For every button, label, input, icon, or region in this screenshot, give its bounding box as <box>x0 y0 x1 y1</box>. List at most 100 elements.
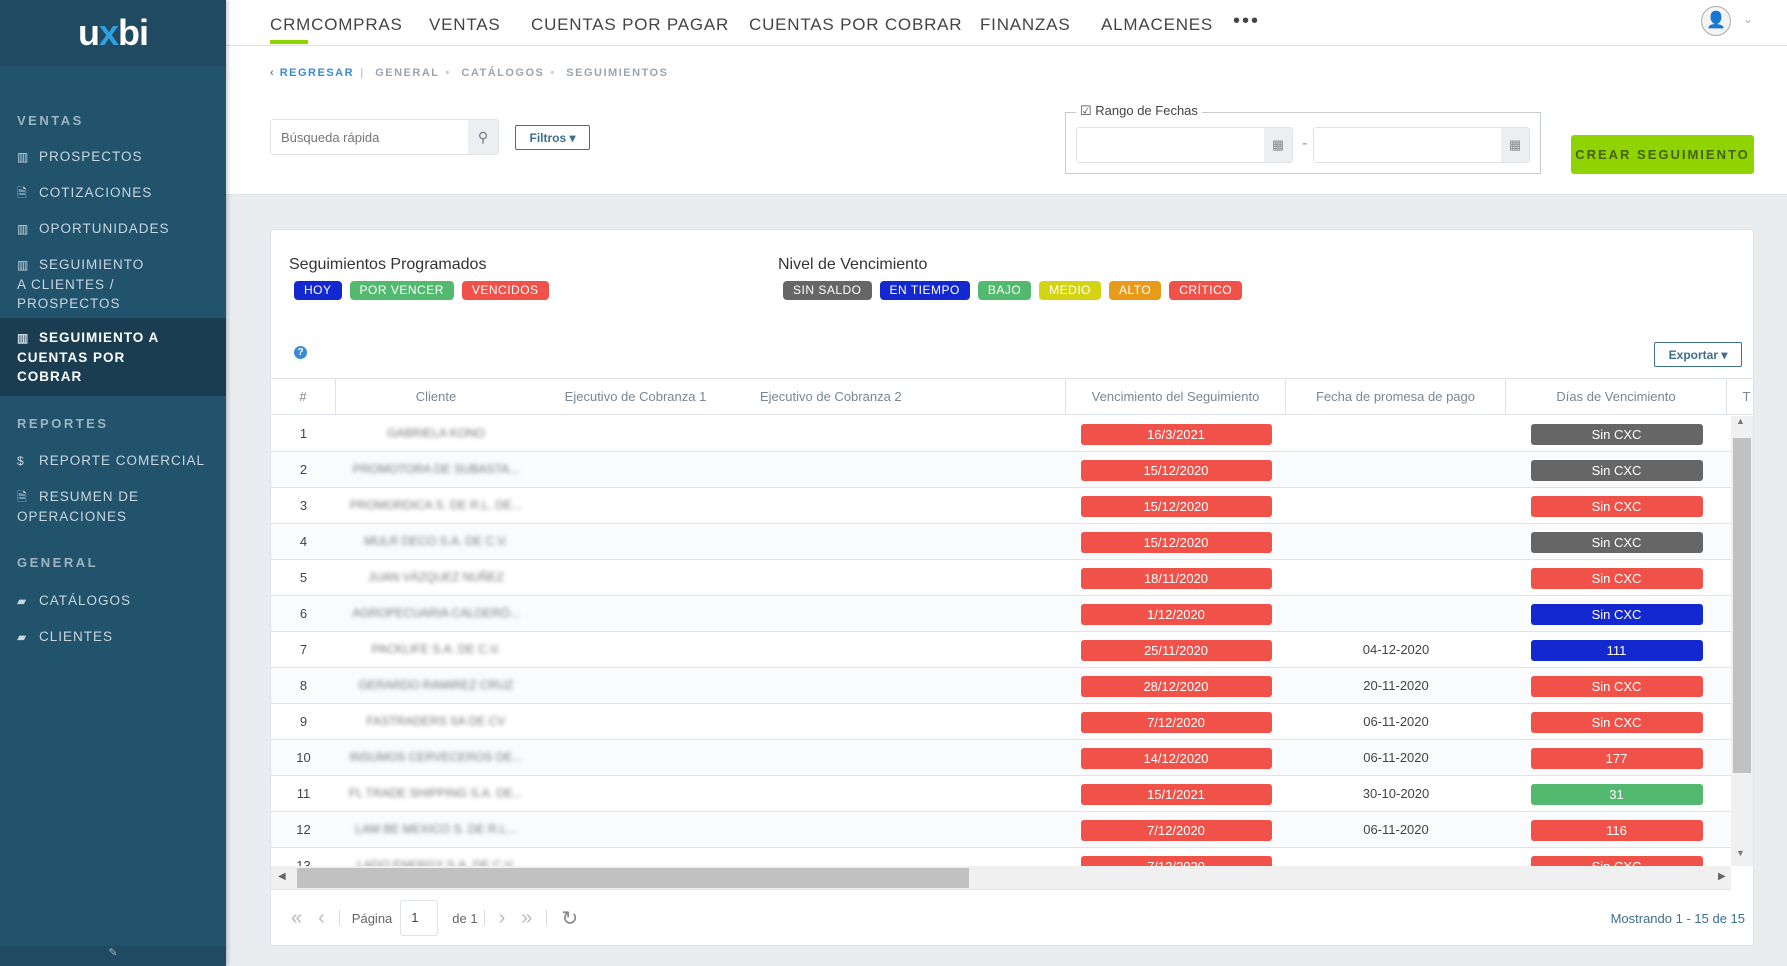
cell-dias: 111 <box>1506 632 1727 667</box>
table-row[interactable]: 9 FASTRADERS SA DE CV 7/12/2020 06-11-2020 S… <box>271 704 1731 740</box>
table-row[interactable]: 7 PACKLIFE S.A. DE C.V. 25/11/2020 04-12-20… <box>271 632 1731 668</box>
cell-ej1 <box>536 524 735 559</box>
cell-n: 5 <box>299 570 308 585</box>
legend-badge: POR VENCER <box>349 281 454 300</box>
dollar-icon: $ <box>17 454 25 468</box>
sidebar-item[interactable]: ▥ OPORTUNIDADES <box>17 219 216 239</box>
user-avatar[interactable]: 👤 <box>1701 6 1731 36</box>
sidebar-item-label: COTIZACIONES <box>39 185 153 200</box>
date-from-input[interactable]: ▦ <box>1076 127 1293 163</box>
cell-dias: Sin CXC <box>1506 668 1727 703</box>
cell-n: 7 <box>299 642 308 657</box>
first-page-button[interactable]: « <box>291 906 303 929</box>
date-to-input[interactable]: ▦ <box>1313 127 1530 163</box>
sidebar-item[interactable]: ▥ SEGUIMIENTO A CUENTAS POR COBRAR <box>0 318 226 396</box>
breadcrumb-general[interactable]: GENERAL <box>375 67 440 79</box>
search-input[interactable] <box>271 120 468 154</box>
collapse-sidebar-button[interactable]: ✎ <box>0 946 226 966</box>
export-button[interactable]: Exportar ▾ <box>1654 342 1742 367</box>
next-page-button[interactable]: › <box>498 906 506 929</box>
topnav-item[interactable]: CUENTAS POR COBRAR <box>749 15 963 34</box>
date-separator: - <box>1302 135 1308 152</box>
calendar-icon[interactable]: ▦ <box>1501 128 1529 162</box>
cell-venc: 15/12/2020 <box>1066 524 1286 559</box>
column-header[interactable]: Cliente <box>415 389 457 404</box>
cell-cliente: MULR DECO S.A. DE C.V. <box>364 534 508 548</box>
cell-ej1 <box>536 416 735 451</box>
cell-ej2 <box>735 848 1066 866</box>
cell-dias: Sin CXC <box>1506 704 1727 739</box>
table-row[interactable]: 11 FL TRADE SHIPPING S.A. DE... 15/1/2021 3… <box>271 776 1731 812</box>
breadcrumb-catalogos[interactable]: CATÁLOGOS <box>461 67 545 79</box>
cell-dias: Sin CXC <box>1506 416 1727 451</box>
date-range-checkbox[interactable]: ☑ <box>1080 103 1092 118</box>
topnav-item[interactable]: FINANZAS <box>980 15 1071 34</box>
sidebar-item[interactable]: ▰ CLIENTES <box>17 627 216 647</box>
sidebar-item[interactable]: ▥ PROSPECTOS <box>17 147 216 167</box>
cell-cliente: JUAN VÁZQUEZ NUÑEZ <box>367 570 504 584</box>
topnav-item[interactable]: CRMCOMPRAS <box>270 15 403 44</box>
scheduled-legend-title: Seguimientos Programados <box>289 256 487 273</box>
topnav-item[interactable]: ••• <box>1233 10 1261 32</box>
calendar-icon[interactable]: ▦ <box>1264 128 1292 162</box>
days-overdue-pill: Sin CXC <box>1530 604 1703 626</box>
table-row[interactable]: 4 MULR DECO S.A. DE C.V. 15/12/2020 Sin CXC <box>271 524 1731 560</box>
refresh-icon[interactable]: ↻ <box>561 907 579 930</box>
column-header[interactable]: Ejecutivo de Cobranza 2 <box>735 379 1066 414</box>
column-header[interactable]: Días de Vencimiento <box>1506 379 1727 414</box>
page-input[interactable]: 1 <box>400 900 439 936</box>
due-date-pill: 15/12/2020 <box>1080 496 1272 518</box>
cell-ej2 <box>735 632 1066 667</box>
table-row[interactable]: 5 JUAN VÁZQUEZ NUÑEZ 18/11/2020 Sin CXC <box>271 560 1731 596</box>
sidebar-item[interactable]: 🗎 COTIZACIONES <box>17 183 216 203</box>
table-row[interactable]: 13 LADO ENERGY S.A. DE C.V. 7/12/2020 Sin C… <box>271 848 1731 866</box>
date-range-fieldset: ☑ Rango de Fechas ▦ - ▦ <box>1065 103 1541 174</box>
topnav-item[interactable]: CUENTAS POR PAGAR <box>531 15 730 34</box>
prev-page-button[interactable]: ‹ <box>318 906 325 929</box>
sidebar-item[interactable]: $ REPORTE COMERCIAL <box>17 451 216 471</box>
table-row[interactable]: 8 GERARDO RAMIREZ CRUZ 28/12/2020 20-11-202… <box>271 668 1731 704</box>
due-date-pill: 28/12/2020 <box>1080 676 1272 698</box>
cell-n: 3 <box>299 498 308 513</box>
bar-chart-icon: ▥ <box>17 150 30 164</box>
horizontal-scrollbar[interactable]: ◀ ▶ <box>271 866 1731 890</box>
topnav-item[interactable]: VENTAS <box>429 15 501 34</box>
column-header[interactable]: Vencimiento del Seguimiento <box>1066 379 1286 414</box>
table-row[interactable]: 3 PROMORDICA S. DE R.L. DE... 15/12/2020 Si… <box>271 488 1731 524</box>
legend-badge: SIN SALDO <box>783 281 872 300</box>
days-overdue-pill: Sin CXC <box>1530 496 1703 518</box>
column-header[interactable]: Ejecutivo de Cobranza 1 <box>564 389 707 404</box>
sidebar-item[interactable]: ▰ CATÁLOGOS <box>17 591 216 611</box>
column-header[interactable]: T <box>1727 379 1753 414</box>
table-row[interactable]: 1 GABRIELA KONO 16/3/2021 Sin CXC <box>271 416 1731 452</box>
logo[interactable]: u x bi <box>0 0 226 66</box>
column-header[interactable]: # <box>271 379 336 414</box>
sidebar-item[interactable]: ▥ SEGUIMIENTO A CLIENTES / PROSPECTOS <box>17 255 192 313</box>
cell-ej2 <box>735 488 1066 523</box>
column-header[interactable]: Fecha de promesa de pago <box>1286 379 1506 414</box>
book-icon: ▰ <box>17 630 28 644</box>
table-row[interactable]: 6 AGROPECUARIA CALDERÓ... 1/12/2020 Sin CXC <box>271 596 1731 632</box>
due-date-pill: 16/3/2021 <box>1080 424 1272 446</box>
table-row[interactable]: 2 PROMOTORA DE SUBASTA... 15/12/2020 Sin CX… <box>271 452 1731 488</box>
legend-badge: ALTO <box>1109 281 1162 300</box>
chevron-down-icon[interactable]: ⌄ <box>1742 12 1753 26</box>
search-icon[interactable]: ⚲ <box>468 120 498 154</box>
topnav-item[interactable]: ALMACENES <box>1101 15 1214 34</box>
table-row[interactable]: 12 LAM BE MEXICO S. DE R.L... 7/12/2020 06-… <box>271 812 1731 848</box>
due-date-pill: 15/12/2020 <box>1080 460 1272 482</box>
help-icon[interactable]: ? <box>294 346 307 359</box>
filters-button[interactable]: Filtros ▾ <box>515 125 590 150</box>
cell-venc: 28/12/2020 <box>1066 668 1286 703</box>
cell-dias: Sin CXC <box>1506 524 1727 559</box>
vertical-scrollbar[interactable]: ▲ ▼ <box>1731 416 1753 866</box>
back-link[interactable]: ‹ REGRESAR <box>270 67 355 79</box>
cell-venc: 15/12/2020 <box>1066 452 1286 487</box>
cell-n: 2 <box>299 462 308 477</box>
sidebar-section-title: REPORTES <box>17 416 109 431</box>
sidebar-item[interactable]: 🗎 RESUMEN DE OPERACIONES <box>17 487 216 526</box>
cell-cliente: GERARDO RAMIREZ CRUZ <box>358 678 514 692</box>
last-page-button[interactable]: » <box>521 906 533 929</box>
table-row[interactable]: 10 INSUMOS CERVECEROS DE... 14/12/2020 06-1… <box>271 740 1731 776</box>
create-followup-button[interactable]: CREAR SEGUIMIENTO <box>1571 135 1754 174</box>
